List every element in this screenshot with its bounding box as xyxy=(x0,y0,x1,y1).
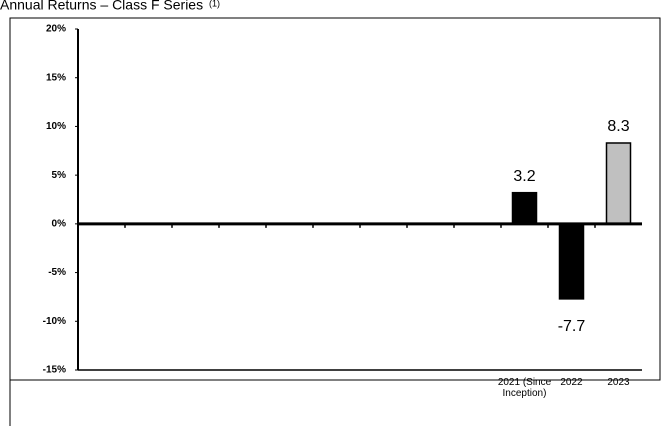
y-tick-label: 0% xyxy=(52,218,67,229)
bar xyxy=(511,191,538,225)
y-tick-label: -10% xyxy=(43,316,66,327)
y-tick-label: 10% xyxy=(46,121,66,132)
chart-title: Annual Returns – Class F Series xyxy=(0,0,203,13)
bar xyxy=(605,142,632,225)
x-tick-label: 2023 xyxy=(607,377,630,388)
bar xyxy=(558,223,585,300)
y-tick-label: 20% xyxy=(46,24,66,35)
y-tick-label: 5% xyxy=(52,170,67,181)
y-tick-label: -15% xyxy=(43,365,66,376)
chart-frame xyxy=(9,17,661,381)
data-label: 8.3 xyxy=(607,118,629,135)
x-tick-label: 2021 (Since Inception) xyxy=(497,377,552,399)
data-label: -7.7 xyxy=(558,318,586,335)
y-tick-label: -5% xyxy=(48,267,66,278)
y-tick-label: 15% xyxy=(46,72,66,83)
data-label: 3.2 xyxy=(513,168,535,185)
x-tick-label: 2022 xyxy=(560,377,583,388)
title-note: (1) xyxy=(209,0,220,8)
